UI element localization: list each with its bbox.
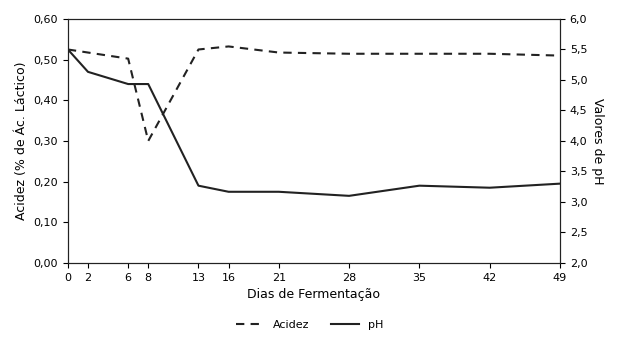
X-axis label: Dias de Fermentação: Dias de Fermentação: [248, 288, 381, 301]
pH: [84, 51, 92, 55]
pH: [416, 52, 423, 56]
pH: [275, 51, 282, 55]
Line: Acidez: Acidez: [68, 50, 560, 196]
Acidez: [275, 190, 282, 194]
Y-axis label: Acidez (% de Ác. Láctico): Acidez (% de Ác. Láctico): [15, 62, 28, 220]
Acidez: [486, 186, 493, 190]
Acidez: [84, 70, 92, 74]
Acidez: [64, 48, 72, 52]
Acidez: [225, 190, 232, 194]
Y-axis label: Valores de pH: Valores de pH: [591, 98, 604, 184]
Acidez: [416, 184, 423, 188]
pH: [124, 56, 132, 61]
pH: [195, 48, 202, 52]
Legend: Acidez, pH: Acidez, pH: [232, 316, 387, 335]
pH: [225, 45, 232, 49]
Acidez: [124, 82, 132, 86]
Line: pH: pH: [68, 47, 560, 141]
pH: [556, 53, 564, 57]
pH: [144, 139, 152, 143]
pH: [345, 52, 353, 56]
Acidez: [556, 182, 564, 186]
Acidez: [144, 82, 152, 86]
pH: [64, 48, 72, 52]
Acidez: [195, 184, 202, 188]
pH: [486, 52, 493, 56]
Acidez: [345, 194, 353, 198]
